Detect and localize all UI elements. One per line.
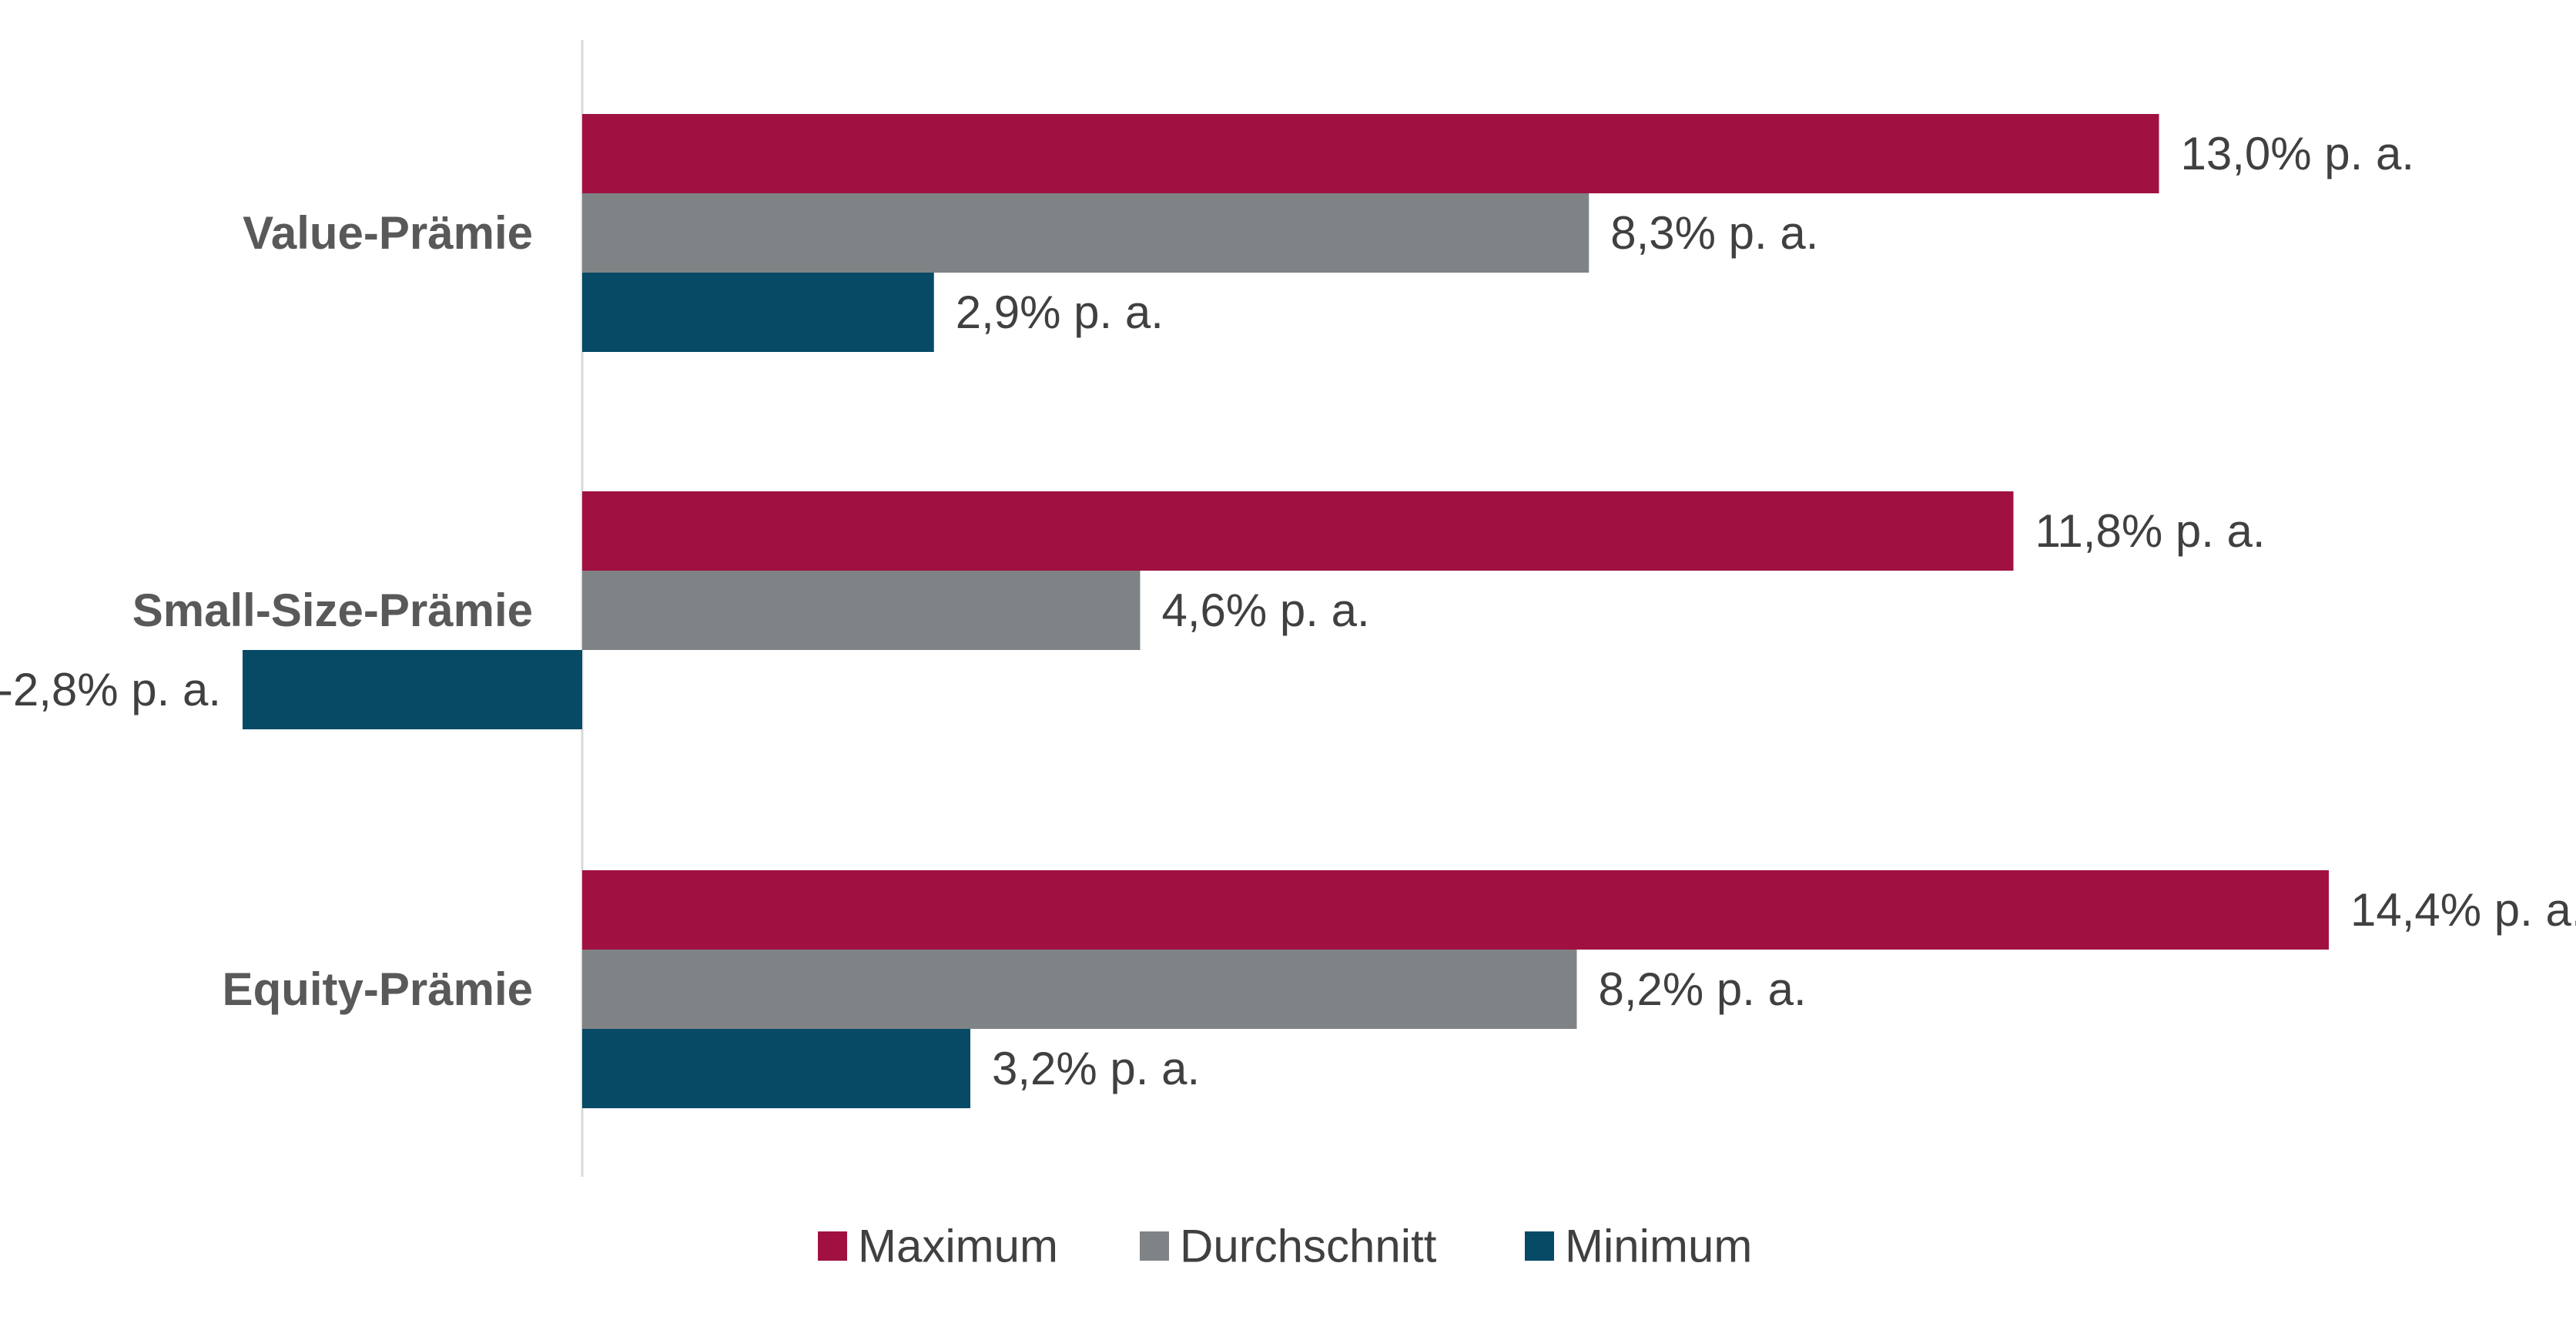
legend-item-minimum: Minimum <box>1525 1221 1752 1272</box>
value-label-minimum-small-size-pr-mie: -2,8% p. a. <box>0 664 221 715</box>
value-label-durchschnitt-equity-pr-mie: 8,2% p. a. <box>1599 963 1807 1015</box>
category-label-value-pr-mie: Value-Prämie <box>243 207 533 259</box>
legend-item-durchschnitt: Durchschnitt <box>1140 1221 1437 1272</box>
bar-maximum-small-size-pr-mie <box>582 491 2014 571</box>
value-label-durchschnitt-value-pr-mie: 8,3% p. a. <box>1610 207 1818 259</box>
legend-swatch-minimum <box>1525 1231 1554 1261</box>
legend-swatch-durchschnitt <box>1140 1231 1169 1261</box>
category-label-small-size-pr-mie: Small-Size-Prämie <box>132 585 533 636</box>
legend-swatch-maximum <box>818 1231 847 1261</box>
legend-label-durchschnitt: Durchschnitt <box>1180 1221 1437 1272</box>
legend-label-maximum: Maximum <box>858 1221 1058 1272</box>
value-label-maximum-value-pr-mie: 13,0% p. a. <box>2181 128 2415 179</box>
bar-minimum-small-size-pr-mie <box>243 650 582 729</box>
value-label-minimum-value-pr-mie: 2,9% p. a. <box>956 286 1164 338</box>
category-labels-group: Value-Prämie Small-Size-Prämie Equity-Präm… <box>132 207 533 1015</box>
bar-maximum-value-pr-mie <box>582 114 2159 193</box>
value-label-maximum-small-size-pr-mie: 11,8% p. a. <box>2035 505 2266 557</box>
category-label-equity-pr-mie: Equity-Prämie <box>223 963 533 1015</box>
bar-minimum-equity-pr-mie <box>582 1029 970 1108</box>
legend: Maximum Durchschnitt Minimum <box>818 1221 1752 1272</box>
legend-label-minimum: Minimum <box>1565 1221 1752 1272</box>
value-labels-group: 13,0% p. a. 8,3% p. a. 2,9% p. a. 11,8% p. … <box>0 128 2576 1094</box>
value-label-durchschnitt-small-size-pr-mie: 4,6% p. a. <box>1162 585 1370 636</box>
bar-maximum-equity-pr-mie <box>582 870 2329 950</box>
legend-item-maximum: Maximum <box>818 1221 1058 1272</box>
value-label-maximum-equity-pr-mie: 14,4% p. a. <box>2350 884 2576 936</box>
bar-durchschnitt-equity-pr-mie <box>582 950 1577 1029</box>
bar-minimum-value-pr-mie <box>582 273 934 352</box>
bar-durchschnitt-value-pr-mie <box>582 193 1589 273</box>
value-label-minimum-equity-pr-mie: 3,2% p. a. <box>992 1043 1200 1094</box>
bar-durchschnitt-small-size-pr-mie <box>582 571 1141 650</box>
bars-group <box>243 114 2329 1108</box>
